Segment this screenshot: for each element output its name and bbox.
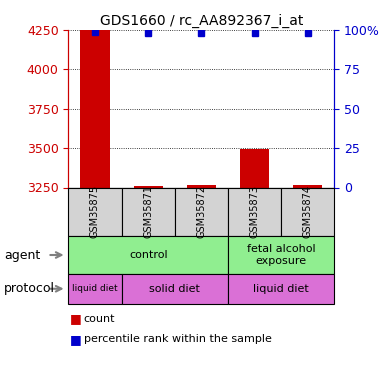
Text: GSM35872: GSM35872 bbox=[196, 185, 206, 238]
Text: liquid diet: liquid diet bbox=[72, 284, 118, 293]
Bar bbox=[187, 184, 216, 188]
Bar bbox=[134, 186, 163, 188]
Text: agent: agent bbox=[4, 249, 40, 261]
Bar bbox=[81, 30, 110, 188]
Text: solid diet: solid diet bbox=[149, 284, 200, 294]
Text: GSM35874: GSM35874 bbox=[303, 185, 313, 238]
Text: protocol: protocol bbox=[4, 282, 55, 295]
Text: GSM35873: GSM35873 bbox=[250, 185, 260, 238]
Text: fetal alcohol
exposure: fetal alcohol exposure bbox=[247, 244, 315, 266]
Text: liquid diet: liquid diet bbox=[253, 284, 309, 294]
Text: GSM35871: GSM35871 bbox=[143, 185, 153, 238]
Text: GSM35875: GSM35875 bbox=[90, 185, 100, 238]
Text: control: control bbox=[129, 250, 168, 260]
Title: GDS1660 / rc_AA892367_i_at: GDS1660 / rc_AA892367_i_at bbox=[100, 13, 303, 28]
Text: percentile rank within the sample: percentile rank within the sample bbox=[84, 334, 271, 344]
Bar bbox=[240, 148, 269, 188]
Text: ■: ■ bbox=[70, 333, 82, 346]
Text: ■: ■ bbox=[70, 312, 82, 325]
Bar bbox=[293, 185, 322, 188]
Text: count: count bbox=[84, 314, 115, 324]
